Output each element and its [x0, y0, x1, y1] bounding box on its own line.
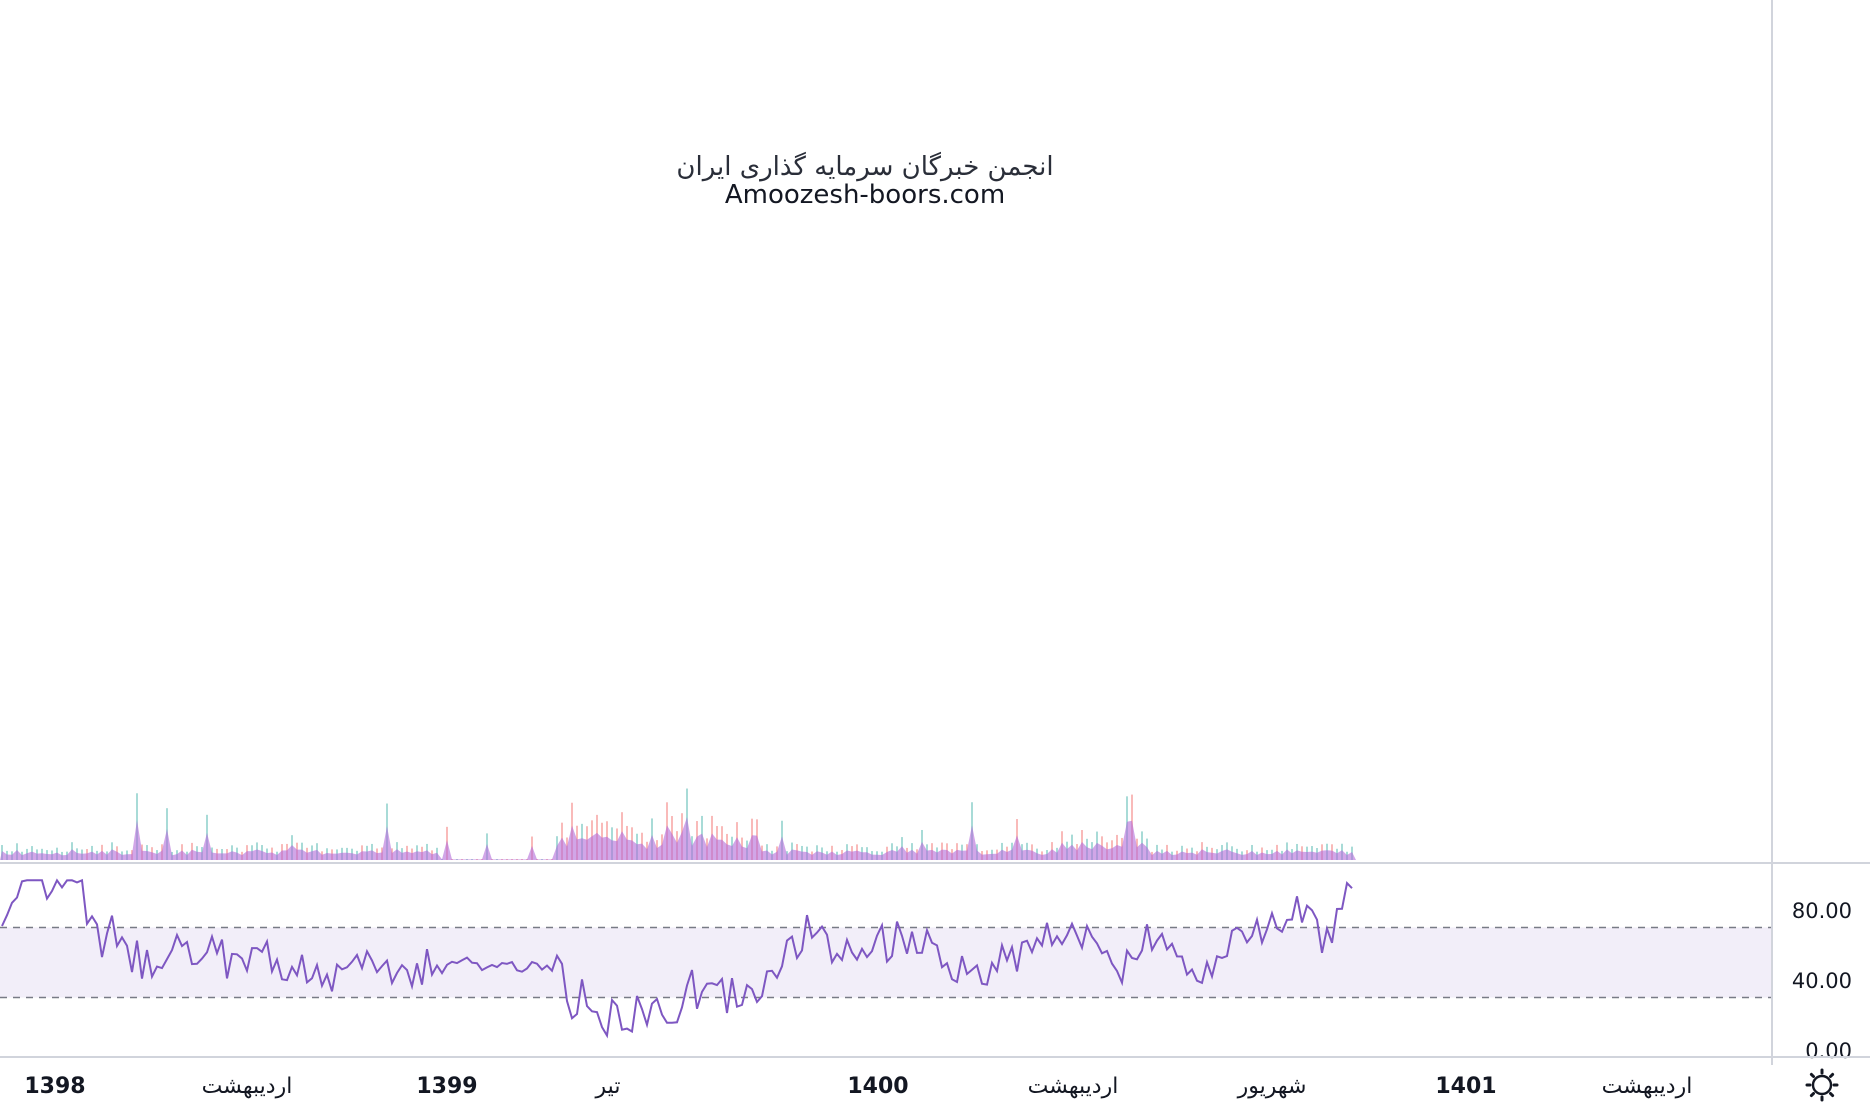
time-tick-label: 1398 — [24, 1074, 85, 1099]
volume-histogram — [0, 788, 1356, 860]
time-tick-label: 1400 — [847, 1074, 908, 1099]
rsi-line — [1, 878, 1353, 1039]
time-tick-label: شهریور — [1237, 1074, 1307, 1099]
watermark-title: انجمن خبرگان سرمایه گذاری ایران — [676, 151, 1053, 182]
plot-background — [0, 0, 1772, 1065]
rsi-tick-label: 40.00 — [1792, 969, 1852, 993]
time-tick-label: 1401 — [1435, 1074, 1496, 1099]
volume-ma-area — [0, 817, 1356, 860]
rsi-tick-label: 0.00 — [1805, 1039, 1852, 1063]
watermark-site: Amoozesh-boors.com — [725, 180, 1005, 210]
time-axis: 1398 اردیبهشت 1399 تیر 1400 اردیبهشت شهریور 140… — [24, 1074, 1692, 1099]
rsi-pane: 80.00 40.00 0.00 — [0, 878, 1852, 1063]
time-tick-label: تیر — [595, 1074, 621, 1099]
rsi-band — [0, 927, 1772, 998]
time-tick-label: اردیبهشت — [1602, 1074, 1693, 1099]
settings-icon[interactable] — [1805, 1068, 1839, 1102]
time-tick-label: 1399 — [416, 1074, 477, 1099]
time-tick-label: اردیبهشت — [1028, 1074, 1119, 1099]
rsi-tick-label: 80.00 — [1792, 899, 1852, 923]
time-tick-label: اردیبهشت — [202, 1074, 293, 1099]
